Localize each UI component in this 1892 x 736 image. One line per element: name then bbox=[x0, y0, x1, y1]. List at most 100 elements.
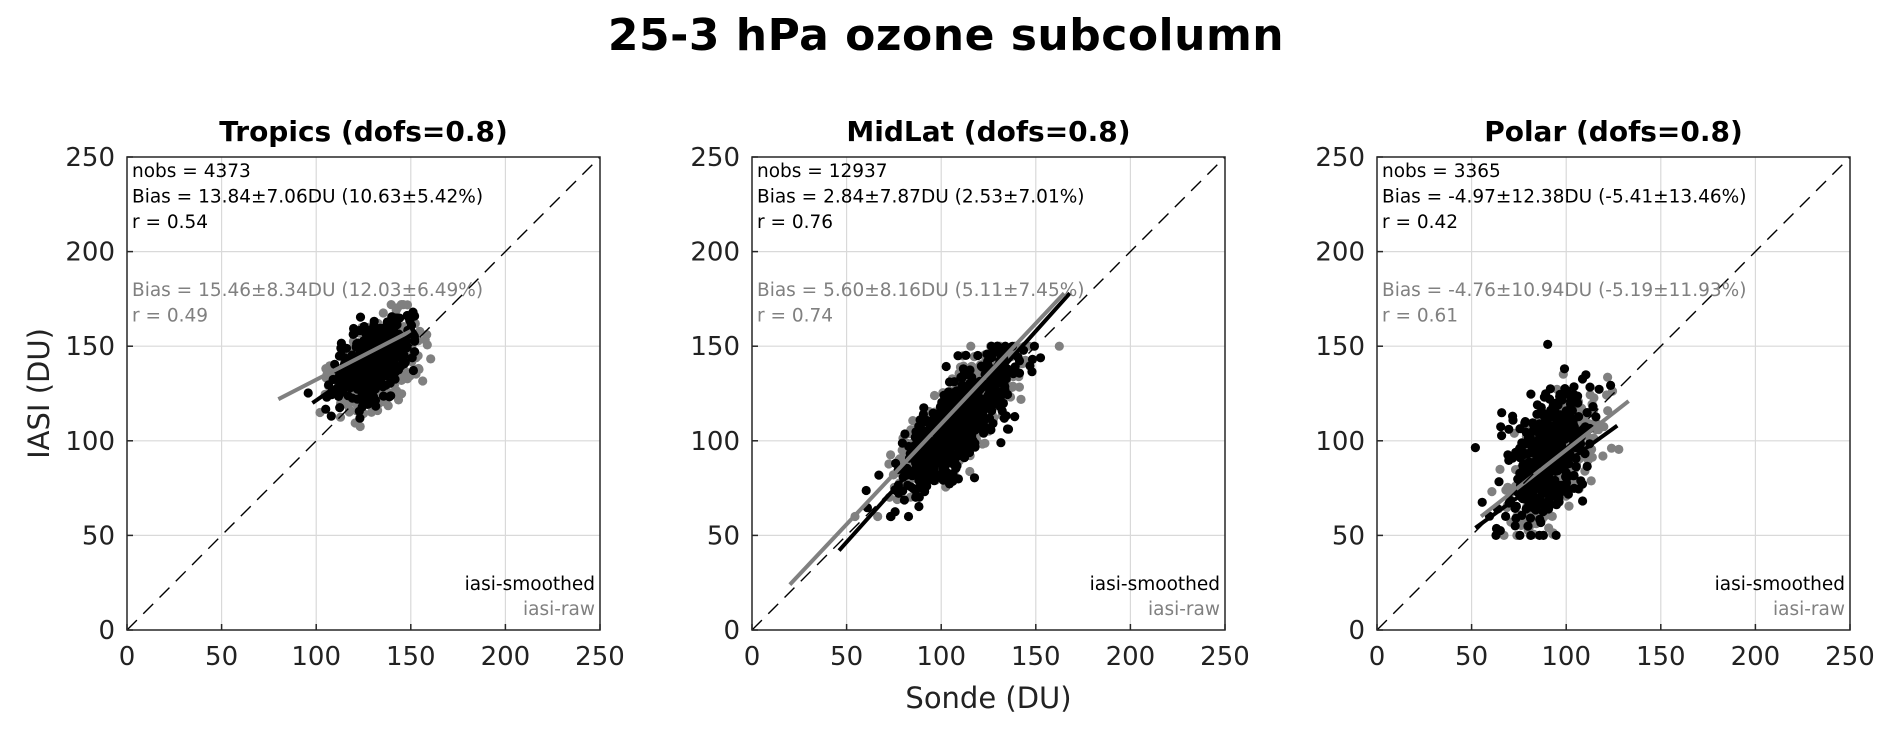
data-point bbox=[937, 397, 947, 407]
data-point bbox=[378, 391, 389, 401]
data-point bbox=[1603, 406, 1613, 416]
data-point bbox=[884, 459, 894, 469]
data-point bbox=[1027, 354, 1038, 364]
data-point bbox=[1014, 368, 1025, 378]
data-point bbox=[1573, 398, 1583, 408]
data-point bbox=[948, 394, 958, 404]
data-point bbox=[1501, 511, 1511, 521]
data-point bbox=[944, 441, 954, 451]
data-point bbox=[1027, 367, 1037, 377]
stat-raw: r = 0.49 bbox=[132, 306, 208, 327]
data-point bbox=[1511, 501, 1521, 511]
y-tick-label: 250 bbox=[65, 143, 115, 173]
data-point bbox=[1582, 461, 1592, 471]
data-point bbox=[977, 397, 987, 407]
data-point bbox=[921, 415, 932, 425]
axes-box bbox=[126, 156, 601, 631]
data-point bbox=[1000, 385, 1010, 395]
data-point bbox=[1578, 496, 1588, 506]
data-point bbox=[1559, 364, 1570, 374]
data-point bbox=[1515, 530, 1525, 541]
data-point bbox=[1014, 356, 1025, 366]
x-axis-label: Sonde (DU) bbox=[905, 681, 1071, 715]
data-point bbox=[1534, 424, 1544, 434]
data-point bbox=[1557, 416, 1568, 426]
fit-line-iasi-smoothed bbox=[837, 291, 1072, 552]
data-point bbox=[1016, 394, 1026, 404]
stat-smoothed: nobs = 3365 bbox=[1382, 161, 1501, 182]
data-point bbox=[899, 495, 910, 505]
grid bbox=[1377, 157, 1850, 630]
panel-title: Tropics (dofs=0.8) bbox=[219, 115, 508, 148]
stat-smoothed: r = 0.76 bbox=[757, 212, 833, 233]
axes-box bbox=[751, 156, 1226, 631]
data-point bbox=[1523, 521, 1533, 531]
figure-title: 25-3 hPa ozone subcolumn bbox=[607, 10, 1285, 61]
y-tick-label: 200 bbox=[690, 238, 740, 268]
y-tick-label: 50 bbox=[707, 521, 740, 551]
stat-smoothed: nobs = 12937 bbox=[757, 161, 888, 182]
y-axis-label: IASI (DU) bbox=[22, 328, 56, 459]
legend-smoothed: iasi-smoothed bbox=[1715, 574, 1845, 595]
data-point bbox=[914, 501, 924, 512]
data-point bbox=[1585, 382, 1595, 392]
data-point bbox=[347, 393, 357, 403]
data-point bbox=[1494, 477, 1504, 487]
one-to-one-line bbox=[752, 157, 1225, 630]
data-point bbox=[873, 511, 883, 522]
stat-raw: r = 0.61 bbox=[1382, 306, 1458, 327]
grid bbox=[127, 157, 600, 630]
data-point bbox=[1526, 389, 1536, 399]
data-point bbox=[984, 413, 995, 423]
data-point bbox=[958, 421, 969, 431]
data-point bbox=[944, 377, 955, 387]
data-point bbox=[1551, 500, 1562, 510]
data-point bbox=[946, 475, 956, 485]
y-tick-label: 0 bbox=[98, 616, 115, 646]
data-point bbox=[898, 486, 908, 496]
data-point bbox=[1577, 374, 1588, 384]
data-point bbox=[1029, 341, 1039, 351]
data-point bbox=[1470, 443, 1480, 453]
data-point bbox=[885, 511, 896, 522]
y-tick-label: 0 bbox=[723, 616, 740, 646]
x-tick-label: 150 bbox=[1011, 642, 1061, 672]
data-point bbox=[1606, 443, 1617, 453]
data-point bbox=[1539, 392, 1549, 402]
data-point bbox=[1526, 530, 1536, 541]
legend-raw: iasi-raw bbox=[1148, 599, 1220, 620]
legend-smoothed: iasi-smoothed bbox=[1090, 574, 1220, 595]
data-point bbox=[999, 413, 1009, 423]
data-point bbox=[891, 458, 901, 468]
panel-title: Polar (dofs=0.8) bbox=[1484, 115, 1743, 148]
data-point bbox=[367, 385, 377, 395]
x-tick-label: 100 bbox=[291, 642, 341, 672]
data-point bbox=[355, 413, 365, 423]
data-point bbox=[1491, 530, 1501, 541]
data-point bbox=[1002, 424, 1013, 434]
x-tick-label: 250 bbox=[1825, 642, 1875, 672]
data-point bbox=[995, 395, 1006, 405]
data-point bbox=[1561, 406, 1571, 416]
data-point bbox=[344, 405, 355, 415]
y-tick-label: 150 bbox=[1315, 332, 1365, 362]
legend-raw: iasi-raw bbox=[1773, 599, 1845, 620]
data-point bbox=[369, 321, 379, 331]
data-point bbox=[1569, 382, 1579, 392]
panel-title: MidLat (dofs=0.8) bbox=[846, 115, 1130, 148]
data-point bbox=[900, 429, 910, 439]
data-point bbox=[977, 439, 988, 449]
data-point bbox=[954, 436, 964, 446]
stat-smoothed: Bias = -4.97±12.38DU (-5.41±13.46%) bbox=[1382, 187, 1746, 208]
data-point bbox=[398, 343, 408, 353]
data-point bbox=[330, 359, 340, 369]
data-point bbox=[326, 411, 336, 421]
data-point bbox=[1543, 504, 1554, 514]
data-point bbox=[1569, 483, 1579, 493]
stat-raw: Bias = -4.76±10.94DU (-5.19±11.93%) bbox=[1382, 280, 1746, 301]
data-point bbox=[987, 349, 998, 359]
x-tick-label: 0 bbox=[1369, 642, 1386, 672]
data-point bbox=[1511, 513, 1521, 523]
panel-1: MidLat (dofs=0.8) 0 50 100 150 200 250 0 50 100 15… bbox=[690, 115, 1249, 715]
fit-line-iasi-raw bbox=[277, 329, 412, 401]
